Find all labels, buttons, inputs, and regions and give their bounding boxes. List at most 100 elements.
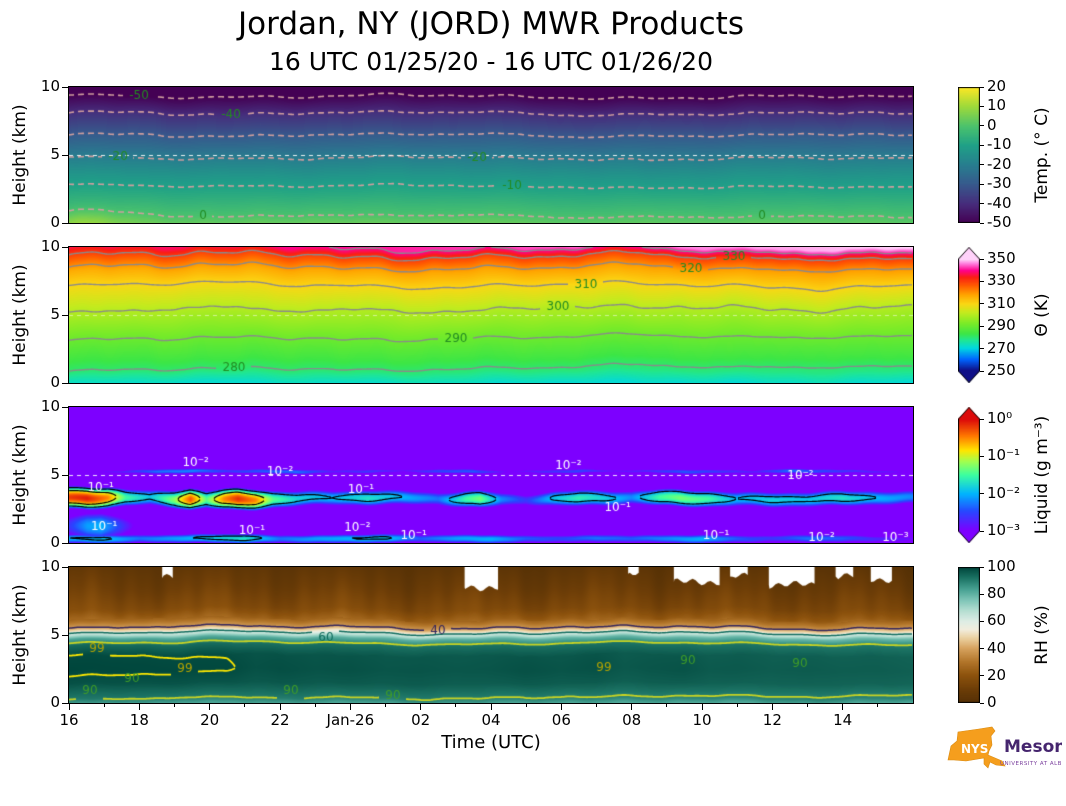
- y-tick-label: 10: [40, 237, 60, 255]
- colorbar-tick-label: 10⁻³: [987, 521, 1021, 539]
- colorbar-tick-mark: [980, 203, 984, 205]
- colorbar-tick-label: 0: [987, 115, 997, 134]
- y-tick-mark: [62, 246, 68, 248]
- colorbar-tick-label: -50: [987, 213, 1012, 231]
- y-tick-label: 0: [50, 373, 60, 391]
- x-minor-tick-mark: [385, 704, 386, 707]
- y-tick-label: 0: [50, 213, 60, 231]
- y-axis-label-rh: Height (km): [10, 584, 30, 686]
- colorbar-tick-mark: [980, 105, 984, 107]
- colorbar-tick-mark: [980, 493, 984, 495]
- colorbar-tick-mark: [980, 144, 984, 146]
- temperature-colorbar: [958, 87, 980, 223]
- y-tick-mark: [62, 382, 68, 384]
- mesonet-logo: NYS Mesonet UNIVERSITY AT ALBANY: [944, 722, 1066, 784]
- theta-colorbar: [958, 247, 980, 383]
- y-tick-label: 0: [50, 693, 60, 711]
- colorbar-tick-label: -40: [987, 193, 1012, 212]
- x-minor-tick-mark: [666, 704, 668, 707]
- x-tick-mark: [138, 704, 140, 710]
- x-tick-label: 04: [481, 711, 501, 729]
- colorbar-tick-label: 80: [987, 584, 1007, 603]
- y-tick-label: 5: [50, 305, 60, 323]
- figure-subtitle: 16 UTC 01/25/20 - 16 UTC 01/26/20: [268, 47, 713, 76]
- rh-heatmap-canvas: [69, 567, 913, 703]
- x-tick-label: 14: [833, 711, 853, 729]
- theta-heatmap-canvas: [69, 247, 913, 383]
- logo-org-text: NYS: [961, 742, 988, 756]
- y-tick-label: 5: [50, 465, 60, 483]
- x-minor-tick-mark: [174, 704, 175, 707]
- x-minor-tick-mark: [736, 704, 738, 707]
- colorbar-tick-mark: [980, 530, 984, 532]
- y-tick-mark: [62, 222, 68, 224]
- logo-subtitle-text: UNIVERSITY AT ALBANY: [1000, 761, 1062, 767]
- x-minor-tick-mark: [103, 704, 105, 707]
- figure-title: Jordan, NY (JORD) MWR Products: [238, 6, 744, 42]
- y-tick-mark: [62, 314, 68, 316]
- colorbar-tick-label: 40: [987, 638, 1007, 657]
- y-tick-label: 0: [50, 533, 60, 551]
- y-tick-label: 10: [40, 397, 60, 415]
- colorbar-tick-mark: [980, 258, 984, 260]
- colorbar-tick-label: 0: [987, 693, 997, 711]
- rh-colorbar: [958, 567, 980, 703]
- liquid-colorbar: [958, 407, 980, 543]
- colorbar-tick-label: -10: [987, 135, 1012, 154]
- colorbar-tick-mark: [980, 222, 984, 224]
- colorbar-tick-mark: [980, 325, 984, 327]
- panel-liquid: [68, 406, 914, 544]
- x-tick-label: 22: [270, 711, 290, 729]
- colorbar-tick-mark: [980, 648, 984, 650]
- colorbar-tick-mark: [980, 566, 984, 568]
- x-tick-label: 16: [59, 711, 79, 729]
- colorbar-tick-mark: [980, 86, 984, 88]
- colorbar-tick-label: 20: [987, 665, 1007, 684]
- colorbar-tick-label: -20: [987, 154, 1012, 173]
- ny-state-icon: [947, 726, 1006, 769]
- y-tick-mark: [62, 542, 68, 544]
- colorbar-tick-mark: [980, 702, 984, 704]
- y-tick-mark: [62, 406, 68, 408]
- colorbar-label-liquid: Liquid (g m⁻³): [1032, 415, 1052, 535]
- colorbar-tick-label: -30: [987, 174, 1012, 193]
- colorbar-tick-mark: [980, 675, 984, 677]
- temperature-heatmap-canvas: [69, 87, 913, 223]
- colorbar-tick-mark: [980, 183, 984, 185]
- x-tick-label: 08: [622, 711, 642, 729]
- x-tick-mark: [842, 704, 844, 710]
- x-tick-label: Jan-26: [326, 711, 375, 729]
- x-tick-label: 06: [551, 711, 571, 729]
- colorbar-tick-mark: [980, 370, 984, 372]
- colorbar-label-theta: Θ (K): [1032, 293, 1052, 337]
- mesonet-logo-graphic: NYS Mesonet UNIVERSITY AT ALBANY: [947, 726, 1066, 769]
- y-axis-label-liquid: Height (km): [10, 424, 30, 526]
- x-axis-title: Time (UTC): [441, 732, 541, 753]
- colorbar-tick-mark: [980, 164, 984, 166]
- y-tick-label: 10: [40, 77, 60, 95]
- x-tick-mark: [209, 704, 211, 710]
- x-minor-tick-mark: [314, 704, 316, 707]
- colorbar-tick-mark: [980, 620, 984, 622]
- liquid-heatmap-canvas: [69, 407, 913, 543]
- y-tick-mark: [62, 474, 68, 476]
- y-tick-label: 10: [40, 557, 60, 575]
- panel-temperature: [68, 86, 914, 224]
- y-tick-mark: [62, 566, 68, 568]
- x-minor-tick-mark: [525, 704, 527, 707]
- y-tick-mark: [62, 634, 68, 636]
- colorbar-label-rh: RH (%): [1032, 605, 1052, 665]
- colorbar-tick-label: 250: [987, 361, 1016, 379]
- colorbar-tick-label: 100: [987, 557, 1016, 575]
- y-tick-label: 5: [50, 145, 60, 163]
- colorbar-tick-mark: [980, 348, 984, 350]
- colorbar-tick-mark: [980, 455, 984, 457]
- logo-name-text: Mesonet: [1004, 737, 1062, 757]
- x-tick-mark: [631, 704, 633, 710]
- colorbar-tick-mark: [980, 418, 984, 420]
- x-minor-tick-mark: [244, 704, 246, 707]
- x-tick-label: 12: [762, 711, 782, 729]
- colorbar-tick-label: 270: [987, 338, 1016, 357]
- x-tick-label: 20: [200, 711, 220, 729]
